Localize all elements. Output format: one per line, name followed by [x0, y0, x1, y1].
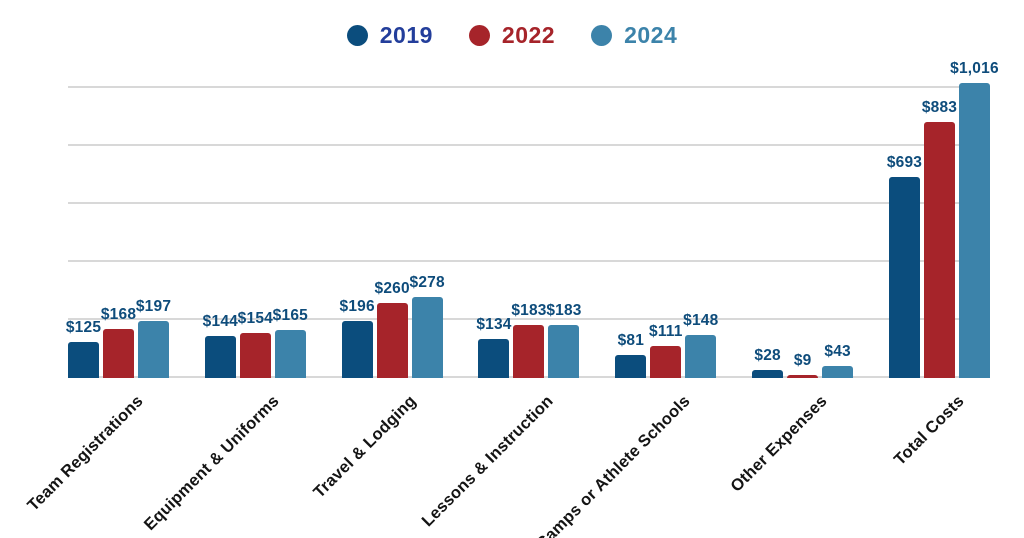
bar-value-label: $196 — [339, 298, 375, 315]
bar-groups: $125 $168 $197 $144 $154 $165 $196 $260 $278 $134… — [66, 60, 999, 378]
legend-dot-icon — [468, 25, 490, 46]
bar-value-label: $125 — [65, 319, 102, 336]
bar-value-label: $111 — [649, 323, 683, 340]
bar-value-label: $693 — [886, 154, 923, 171]
bar-2019: $693 — [887, 154, 922, 378]
bar-2019: $28 — [752, 347, 784, 378]
gridline-1000 — [68, 86, 990, 88]
bar-2024: $278 — [410, 274, 445, 378]
bar-2022: $111 — [649, 323, 682, 378]
bar-value-label: $197 — [135, 298, 172, 315]
bar-group: $144 $154 $165 — [203, 66, 308, 378]
bar-value-label: $165 — [272, 307, 308, 324]
bar-value-label: $1,016 — [950, 60, 999, 77]
bar-2022: $883 — [922, 99, 957, 378]
bar-value-label: $81 — [617, 332, 645, 349]
bar-value-label: $43 — [824, 343, 851, 360]
bar-value-label: $134 — [476, 316, 512, 333]
bar-group: $81 $111 $148 — [615, 66, 718, 378]
bar-2024: $148 — [683, 312, 718, 378]
bar-2024: $1,016 — [950, 60, 999, 378]
bar-group: $693 $883 $1,016 — [887, 60, 999, 378]
legend-label: 2022 — [501, 22, 556, 48]
bar-group: $28 $9 $43 — [752, 66, 854, 378]
gridline-600 — [68, 202, 990, 204]
bar-2022: $168 — [101, 306, 136, 378]
legend-item-2022[interactable]: 2022 — [468, 22, 556, 49]
legend-label: 2024 — [624, 22, 678, 48]
legend-dot-icon — [346, 25, 368, 46]
gridline-400 — [68, 260, 990, 262]
legend-item-2019[interactable]: 2019 — [346, 22, 433, 49]
gridline-200 — [68, 318, 990, 320]
bar-2019: $196 — [340, 298, 375, 378]
gridline-800 — [68, 144, 990, 146]
bar-2019: $125 — [66, 319, 101, 378]
bar-value-label: $148 — [683, 312, 719, 329]
bar-2022: $183 — [511, 302, 546, 378]
legend-label: 2019 — [379, 22, 433, 48]
bar-value-label: $168 — [100, 306, 137, 323]
bar-value-label: $144 — [202, 313, 238, 330]
bar-group: $196 $260 $278 — [340, 66, 445, 378]
legend-item-2024[interactable]: 2024 — [591, 22, 677, 49]
bar-value-label: $278 — [409, 274, 445, 291]
bar-2024: $165 — [273, 307, 308, 378]
bar-value-label: $183 — [546, 302, 582, 319]
chart-legend: 2019 2022 2024 — [0, 22, 1024, 49]
bar-2019: $81 — [615, 332, 647, 378]
bar-value-label: $260 — [374, 280, 410, 297]
bar-value-label: $883 — [921, 99, 958, 116]
bar-2022: $154 — [238, 310, 273, 378]
category-label: Team Registrations — [23, 392, 147, 515]
bar-2024: $197 — [136, 298, 171, 378]
bar-2024: $43 — [822, 343, 854, 378]
bar-2019: $144 — [203, 313, 238, 378]
bar-value-label: $28 — [754, 347, 781, 364]
bar-2022: $260 — [375, 280, 410, 378]
plot-area: $125 $168 $197 $144 $154 $165 $196 $260 $278 $134… — [66, 60, 999, 378]
legend-dot-icon — [591, 25, 613, 46]
bar-2024: $183 — [546, 302, 581, 378]
bar-value-label: $9 — [793, 352, 812, 369]
bar-group: $125 $168 $197 — [66, 66, 171, 378]
bar-value-label: $154 — [237, 310, 273, 327]
bar-2022: $9 — [787, 352, 819, 378]
bar-group: $134 $183 $183 — [476, 66, 581, 378]
bar-2019: $134 — [476, 316, 511, 378]
bar-value-label: $183 — [511, 302, 547, 319]
